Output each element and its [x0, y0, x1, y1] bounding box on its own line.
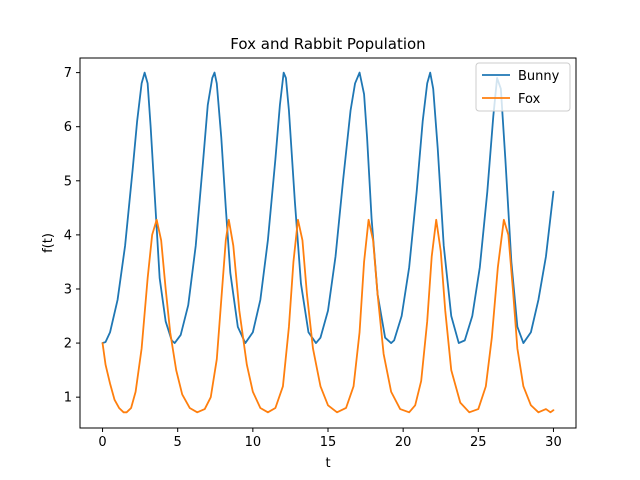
x-tick-label: 30 — [545, 435, 562, 450]
x-tick-label: 15 — [320, 435, 337, 450]
series-line-fox — [101, 218, 555, 414]
x-tick-label: 25 — [470, 435, 487, 450]
legend-label-bunny: Bunny — [518, 69, 560, 84]
x-tick-label: 10 — [245, 435, 262, 450]
legend: Bunny Fox — [475, 62, 571, 112]
legend-label-fox: Fox — [518, 92, 541, 107]
y-tick-label: 7 — [64, 66, 72, 81]
y-tick-label: 2 — [64, 337, 72, 352]
y-axis-label: f(t) — [41, 233, 56, 253]
y-tick-label: 1 — [64, 391, 72, 406]
y-tick-label: 3 — [64, 282, 72, 297]
x-tick-label: 20 — [395, 435, 412, 450]
series-line-bunny — [101, 71, 555, 344]
plot-area — [101, 71, 555, 414]
y-axis-ticks: 1 2 3 4 5 6 7 — [64, 66, 80, 406]
x-tick-label: 0 — [98, 435, 106, 450]
axes-frame — [79, 57, 577, 429]
x-axis-label: t — [325, 456, 330, 471]
y-tick-label: 5 — [64, 174, 72, 189]
y-tick-label: 4 — [64, 228, 72, 243]
chart-title: Fox and Rabbit Population — [230, 35, 425, 53]
y-tick-label: 6 — [64, 120, 72, 135]
x-tick-label: 5 — [174, 435, 182, 450]
x-axis-ticks: 0 5 10 15 20 25 30 — [98, 428, 562, 450]
